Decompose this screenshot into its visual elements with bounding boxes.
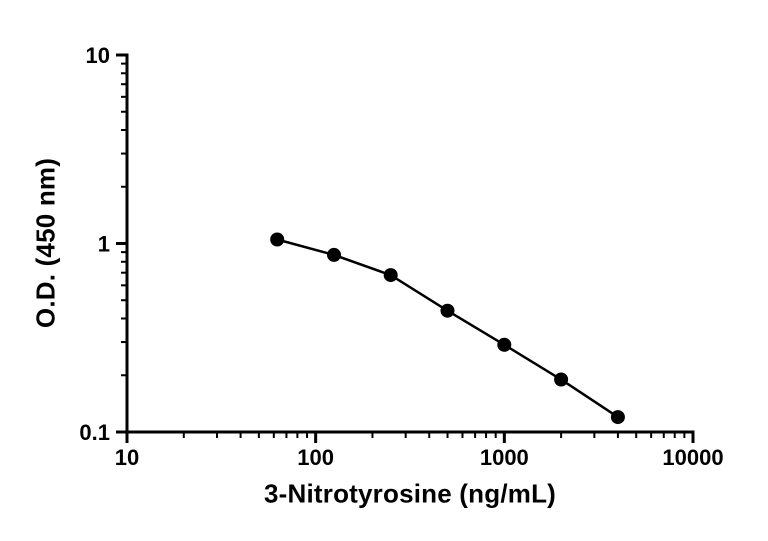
y-axis-title: O.D. (450 nm): [30, 157, 61, 329]
x-tick-label: 100: [297, 445, 334, 470]
data-point-marker: [270, 232, 285, 247]
x-tick-label: 10: [115, 445, 139, 470]
x-tick-label: 1000: [480, 445, 529, 470]
series-line: [276, 238, 619, 419]
data-point-marker: [327, 247, 341, 262]
axes-spines: [125, 53, 695, 434]
data-point-marker: [440, 303, 455, 318]
x-axis-title: 3-Nitrotyrosine (ng/mL): [263, 478, 557, 509]
y-tick-label: 1: [98, 232, 110, 257]
y-tick-label: 10: [86, 43, 110, 68]
data-point-marker: [610, 410, 625, 425]
data-point-marker: [383, 268, 398, 283]
y-tick-label: 0.1: [79, 420, 110, 445]
data-point-marker: [497, 337, 512, 352]
x-tick-label: 10000: [662, 445, 723, 470]
data-point-marker: [554, 372, 569, 387]
